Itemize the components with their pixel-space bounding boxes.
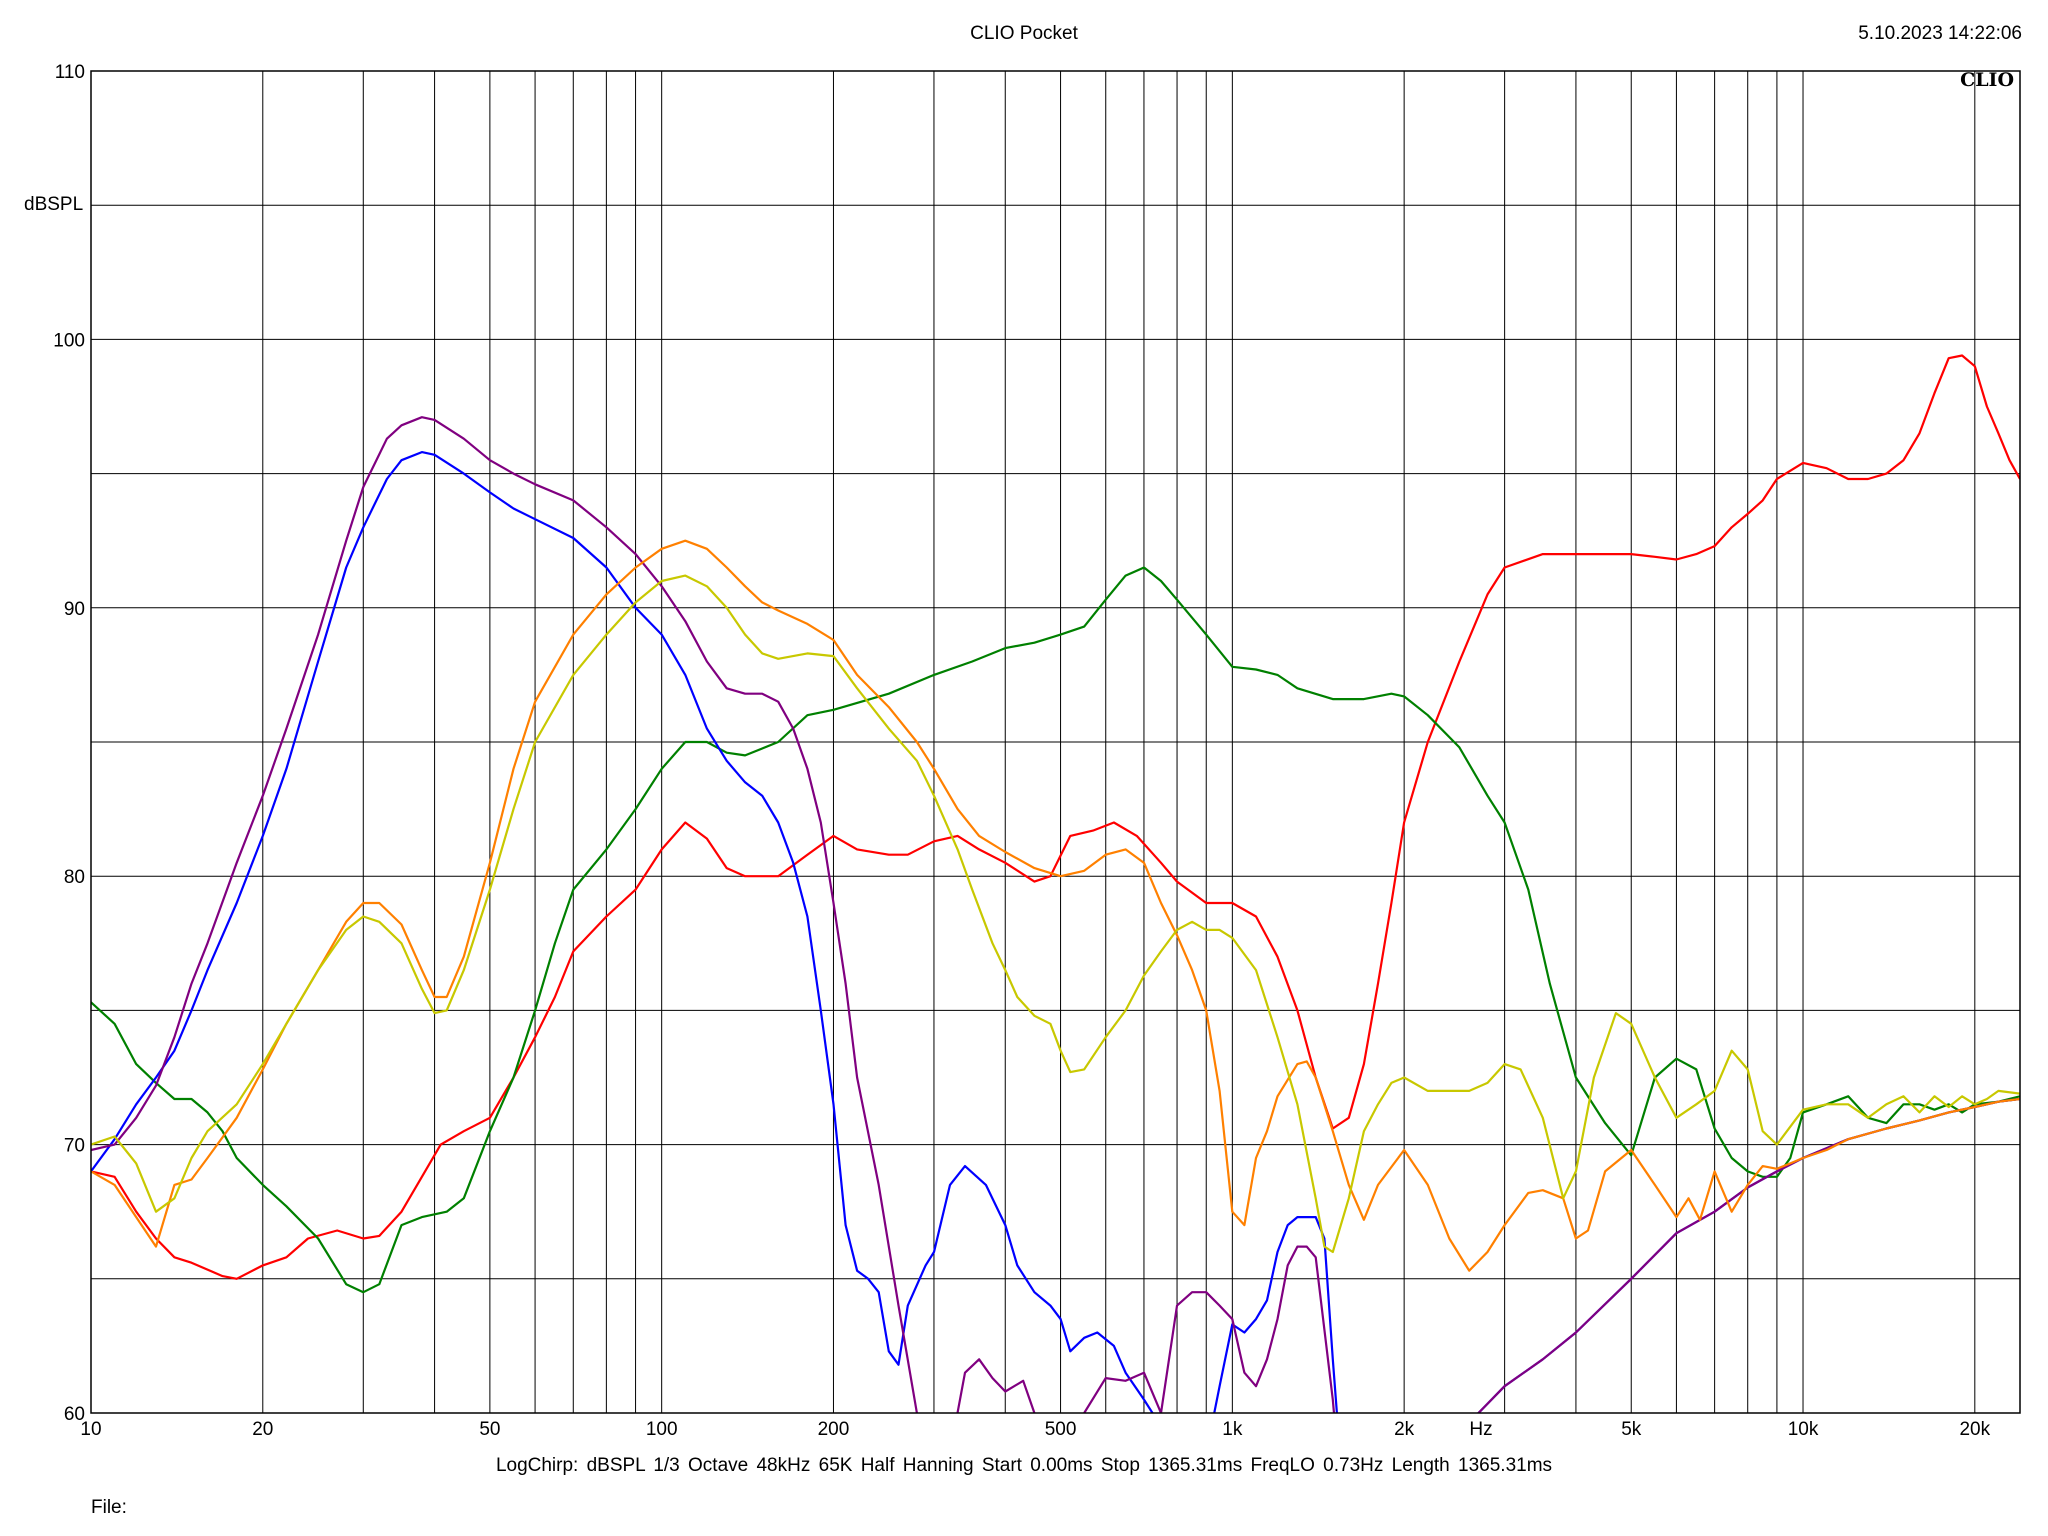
y-tick-label: 100 (53, 330, 85, 351)
x-tick-label: 1k (1222, 1419, 1243, 1440)
y-tick-label: 70 (64, 1136, 85, 1157)
x-tick-label: 500 (1045, 1419, 1077, 1440)
series-line-5 (91, 539, 2020, 1272)
y-tick-label: 90 (64, 599, 85, 620)
x-tick-label: 10k (1788, 1419, 1819, 1440)
x-tick-label: 5k (1621, 1419, 1642, 1440)
series-curves (91, 354, 2020, 1413)
series-line-6 (91, 574, 2020, 1254)
x-tick-label: 100 (646, 1419, 678, 1440)
clio-logo: CLIO (1960, 69, 2014, 91)
grid-lines (91, 71, 2020, 1413)
axes-frame (90, 70, 2021, 1414)
tick-labels: 60 70 80 90 100 110 10 20 50 100 200 500 1k 2k 5k 10k 20… (53, 62, 1990, 1440)
series-line-4 (91, 416, 2020, 1413)
plot-frame (90, 70, 2021, 1414)
y-axis-label: dBSPL (24, 194, 83, 215)
chart-title: CLIO Pocket (970, 23, 1078, 44)
x-tick-label: 10 (80, 1419, 101, 1440)
series-line-2 (91, 566, 2020, 1294)
file-label: File: (91, 1497, 127, 1518)
y-tick-label: 80 (64, 867, 85, 888)
x-tick-label: 20 (252, 1419, 273, 1440)
x-tick-label: 50 (479, 1419, 500, 1440)
x-tick-label: 2k (1394, 1419, 1415, 1440)
timestamp: 5.10.2023 14:22:06 (1858, 23, 2022, 44)
x-tick-label: 200 (818, 1419, 850, 1440)
series-line-1 (91, 354, 2020, 1280)
file-line: File: (91, 1497, 135, 1519)
x-tick-label: 20k (1959, 1419, 1990, 1440)
series-line-3 (91, 451, 2020, 1413)
x-axis-unit-label: Hz (1469, 1419, 1492, 1440)
measurement-settings: LogChirp: dBSPL 1/3 Octave 48kHz 65K Hal… (495, 1455, 1553, 1476)
y-tick-label: 110 (55, 62, 85, 83)
y-tick-label: 60 (64, 1404, 85, 1425)
